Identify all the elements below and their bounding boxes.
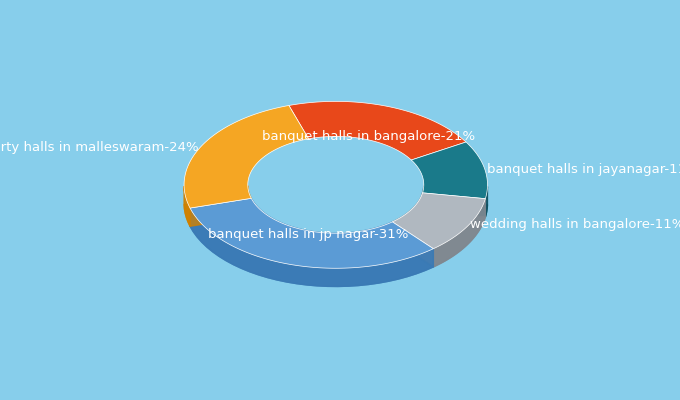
Polygon shape [433, 199, 486, 267]
Polygon shape [422, 204, 488, 217]
Polygon shape [184, 106, 309, 208]
Text: banquet halls in jp nagar-31%: banquet halls in jp nagar-31% [208, 228, 409, 240]
Polygon shape [184, 204, 252, 226]
Polygon shape [392, 193, 486, 249]
Text: banquet halls in jayanagar-11%: banquet halls in jayanagar-11% [487, 164, 680, 176]
Polygon shape [248, 186, 252, 216]
Polygon shape [411, 142, 488, 199]
Polygon shape [252, 198, 392, 252]
Polygon shape [190, 216, 433, 286]
Text: party halls in malleswaram-24%: party halls in malleswaram-24% [0, 141, 199, 154]
Polygon shape [392, 211, 486, 267]
Polygon shape [422, 186, 424, 211]
Polygon shape [486, 186, 488, 217]
Text: banquet halls in bangalore-21%: banquet halls in bangalore-21% [262, 130, 475, 143]
Polygon shape [289, 101, 466, 160]
Polygon shape [184, 186, 190, 226]
Polygon shape [190, 208, 433, 286]
Polygon shape [190, 198, 433, 268]
Text: wedding halls in bangalore-11%: wedding halls in bangalore-11% [471, 218, 680, 231]
Polygon shape [392, 193, 422, 240]
